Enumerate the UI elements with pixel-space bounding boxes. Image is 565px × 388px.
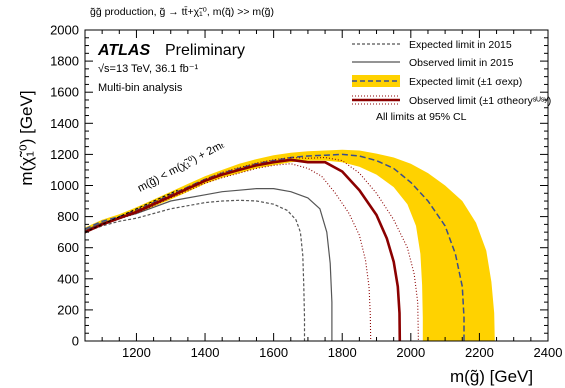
y-tick-label: 400	[57, 271, 79, 286]
series-line-observed-dotted-7	[84, 163, 372, 342]
series-line-expected-2	[84, 153, 465, 341]
axes-layer	[84, 29, 549, 342]
x-tick-label: 1800	[328, 345, 357, 360]
expected-band-layer	[85, 149, 495, 341]
legend: Expected limit in 2015 Observed limit in…	[352, 39, 551, 107]
header-text: g̃g̃ production, g̃ → tt̄+χ̃₁⁰, m(q̃) >>…	[90, 6, 274, 18]
y-tick-label: 600	[57, 240, 79, 255]
x-tick-label: 1200	[122, 345, 151, 360]
legend-label-observed-band: Observed limit (±1 σtheoryˢᵁˢʸ)	[409, 95, 551, 107]
expected-band-area	[85, 149, 495, 341]
tick-labels-layer: 1200 1400 1600 1800 2000 2200 2400 0 200 400 600 80…	[50, 23, 562, 361]
legend-label-observed2015: Observed limit in 2015	[409, 57, 514, 69]
limit-lines-layer	[84, 153, 465, 342]
y-tick-label: 1400	[50, 116, 79, 131]
atlas-sub-label: Preliminary	[165, 42, 245, 59]
y-tick-label: 2000	[50, 23, 79, 38]
y-tick-label: 0	[72, 334, 79, 349]
y-tick-label: 200	[57, 302, 79, 317]
x-axis-title: m(g̃) [GeV]	[450, 367, 533, 386]
y-tick-label: 1200	[50, 147, 79, 162]
y-tick-label: 1000	[50, 178, 79, 193]
series-line-observed2015-1	[84, 188, 333, 341]
y-axis-title: m(χ̃₁⁰) [GeV]	[17, 90, 36, 185]
y-tick-label: 800	[57, 209, 79, 224]
legend-label-expected-band: Expected limit (±1 σexp)	[409, 76, 522, 88]
analysis-label: Multi-bin analysis	[98, 82, 183, 94]
series-line-expected2015-0	[84, 199, 306, 341]
x-tick-label: 1600	[259, 345, 288, 360]
x-tick-label: 2200	[465, 345, 494, 360]
atlas-label: ATLAS	[97, 42, 150, 59]
x-tick-label: 1400	[191, 345, 220, 360]
energy-label: √s=13 TeV, 36.1 fb⁻¹	[98, 63, 199, 75]
kinematic-limit-line	[84, 189, 178, 233]
x-tick-label: 2400	[534, 345, 563, 360]
y-tick-label: 1800	[50, 54, 79, 69]
legend-label-expected2015: Expected limit in 2015	[409, 39, 512, 51]
y-tick-label: 1600	[50, 85, 79, 100]
cl-note: All limits at 95% CL	[376, 111, 467, 123]
x-tick-label: 2000	[396, 345, 425, 360]
series-line-observed-5	[84, 158, 402, 342]
